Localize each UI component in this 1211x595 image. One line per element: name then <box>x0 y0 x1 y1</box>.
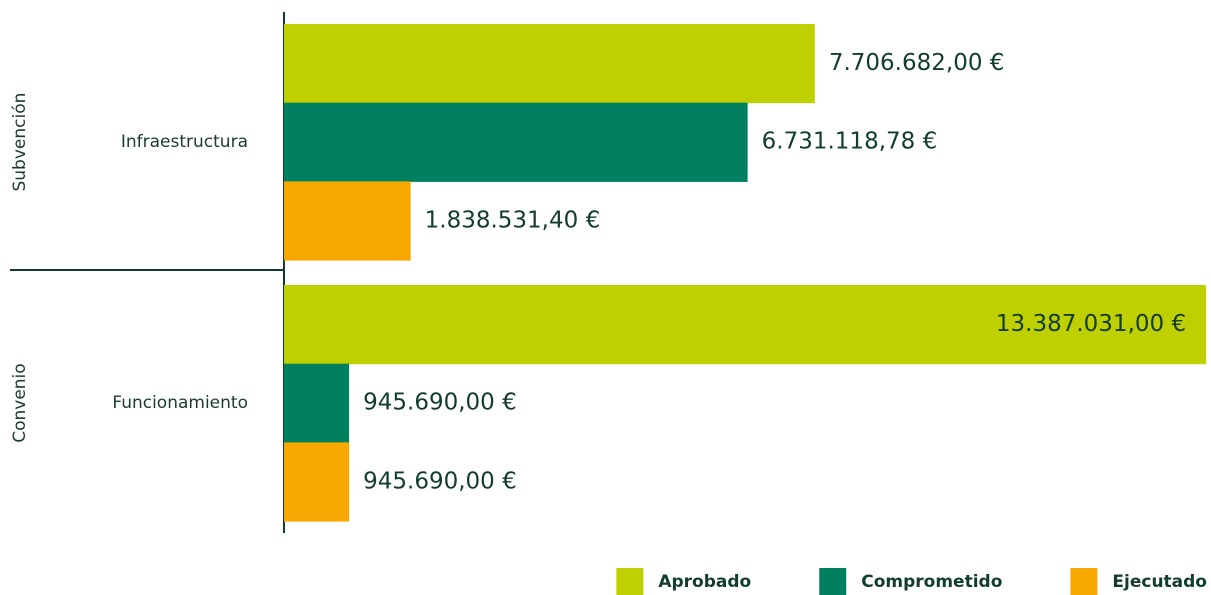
bar <box>284 24 815 104</box>
legend-swatch <box>616 568 644 595</box>
group-label: Convenio <box>10 363 30 442</box>
legend-swatch <box>819 568 847 595</box>
category-label: Funcionamiento <box>112 393 248 413</box>
value-label: 13.387.031,00 € <box>996 311 1186 337</box>
value-label: 1.838.531,40 € <box>425 207 601 233</box>
value-label: 945.690,00 € <box>363 468 517 494</box>
legend-label: Aprobado <box>658 572 751 592</box>
legend-label: Ejecutado <box>1112 572 1207 592</box>
category-label: Infraestructura <box>121 132 248 152</box>
legend-swatch <box>1070 568 1098 595</box>
group-label: Subvención <box>10 93 30 192</box>
bar <box>284 181 411 261</box>
bar <box>284 442 350 522</box>
legend-label: Comprometido <box>861 572 1002 592</box>
bar <box>284 285 1207 365</box>
value-label: 6.731.118,78 € <box>762 129 938 155</box>
value-label: 945.690,00 € <box>363 390 517 416</box>
value-label: 7.706.682,00 € <box>829 50 1005 76</box>
bar <box>284 102 748 182</box>
bar <box>284 363 350 443</box>
